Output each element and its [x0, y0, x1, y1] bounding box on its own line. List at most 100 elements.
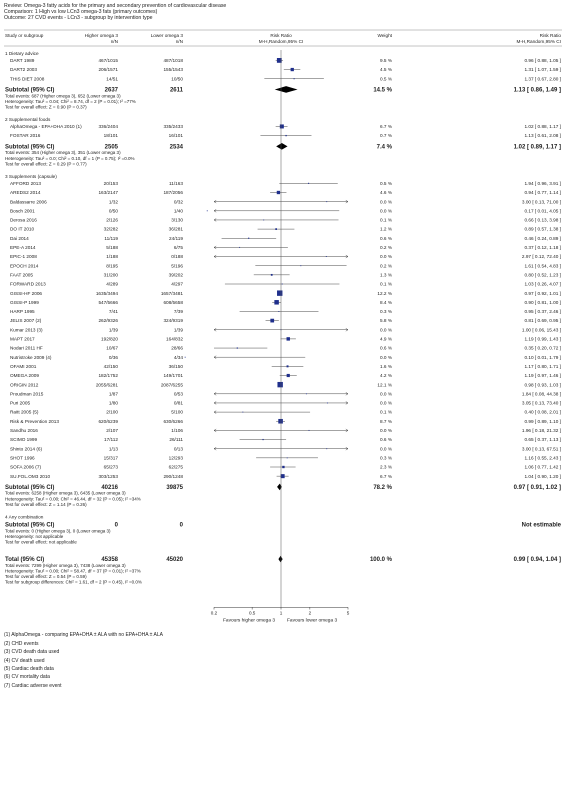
subgroup-note: Total events: 687 (Higher omega 3), 652 … — [5, 93, 121, 98]
point-estimate — [279, 124, 284, 129]
study-low: 36/281 — [169, 227, 184, 232]
study-high: 14/51 — [106, 76, 118, 81]
study-weight: 2.3 % — [380, 465, 392, 470]
study-weight: 0.3 % — [380, 309, 392, 314]
subgroup-title: 3 Supplements (capsule) — [5, 174, 57, 179]
study-low: 4/34 — [174, 355, 184, 360]
study-name: SCIMO 1999 — [10, 437, 37, 442]
review-header: Review: Omega-3 fatty acids for the prim… — [4, 3, 226, 22]
col-plot-sub: M-H,Random,95% CI — [259, 39, 304, 44]
study-low: 24/119 — [169, 236, 183, 241]
study-weight: 0.6 % — [380, 236, 392, 241]
study-low: 1/40 — [174, 208, 184, 213]
study-name: FAAT 2005 — [10, 272, 33, 277]
outcome-title: Outcome: 27 CVD events - LCn3 - subgroup… — [4, 15, 153, 22]
point-estimate — [278, 311, 280, 312]
footnote: (4) CV death used — [4, 657, 45, 664]
point-estimate — [305, 393, 307, 395]
study-high: 547/5666 — [98, 300, 118, 305]
x-tick-label: 0.5 — [249, 610, 256, 615]
study-rr: 2.97 [ 0.12, 72.40 ] — [522, 254, 561, 259]
favours-right-label: Favours lower omega 3 — [287, 617, 337, 623]
study-rr: 1.13 [ 0.61, 2.08 ] — [525, 133, 562, 138]
point-estimate — [206, 210, 208, 212]
study-low: 2087/6255 — [161, 382, 184, 387]
study-high: 303/1253 — [98, 474, 118, 479]
study-low: 6/75 — [174, 245, 184, 250]
study-low: 5/100 — [171, 410, 183, 415]
subtotal-high: 2637 — [105, 87, 119, 93]
subtotal-weight: 7.4 % — [377, 144, 393, 150]
study-name: MAPT 2017 — [10, 337, 35, 342]
ci-arrow-left — [213, 410, 217, 414]
study-name: Dai 2014 — [10, 236, 29, 241]
study-high: 42/150 — [104, 364, 119, 369]
study-low: 155/1543 — [163, 67, 183, 72]
favours-left-label: Favours higher omega 3 — [223, 617, 275, 623]
point-estimate — [263, 219, 265, 221]
point-estimate — [262, 438, 264, 441]
total-note: Heterogeneity: Tau² = 0.00; Chi² = 58.47… — [5, 569, 141, 574]
x-tick-label: 2 — [309, 610, 312, 615]
study-rr: 0.81 [ 0.69, 0.95 ] — [525, 318, 562, 323]
study-high: 2/107 — [106, 428, 118, 433]
footnote: (2) CHD events — [4, 640, 39, 647]
col-high-header: Higher omega 3 — [85, 33, 119, 38]
ci-arrow-left — [213, 392, 217, 396]
x-tick-label: 0.2 — [211, 610, 218, 615]
subtotal-rr: 1.13 [ 0.86, 1.49 ] — [514, 87, 561, 93]
study-weight: 0.2 % — [380, 245, 392, 250]
subtotal-label: Subtotal (95% CI) — [5, 87, 54, 93]
study-low: 0/188 — [171, 254, 183, 259]
summary-diamond — [278, 555, 283, 563]
study-high: 1/32 — [109, 199, 119, 204]
col-low-nn: n/N — [176, 39, 183, 44]
subtotal-label: Subtotal (95% CI) — [5, 144, 54, 150]
study-low: 5/196 — [171, 263, 183, 268]
study-high: 17/112 — [104, 437, 118, 442]
study-name: Nodari 2011 HF — [10, 346, 43, 351]
study-name: GISSI-HF 2006 — [10, 291, 42, 296]
study-rr: 0.40 [ 0.08, 2.01 ] — [525, 410, 562, 415]
study-weight: 0.0 % — [380, 208, 392, 213]
point-estimate — [282, 465, 285, 469]
study-name: HARP 1995 — [10, 309, 35, 314]
point-estimate — [281, 283, 283, 285]
study-rr: 0.35 [ 0.20, 0.72 ] — [525, 346, 562, 351]
review-title: Review: Omega-3 fatty acids for the prim… — [4, 3, 227, 9]
point-estimate — [286, 365, 289, 368]
study-high: 11/119 — [104, 236, 118, 241]
study-weight: 0.6 % — [380, 346, 392, 351]
study-low: 10/50 — [171, 76, 183, 81]
study-name: Bosch 2001 — [10, 208, 35, 213]
study-weight: 12.1 % — [377, 382, 392, 387]
study-weight: 9.5 % — [380, 58, 392, 63]
study-weight: 6.7 % — [380, 474, 392, 479]
point-estimate — [278, 418, 283, 424]
study-name: OFAMI 2001 — [10, 364, 37, 369]
point-estimate — [326, 402, 328, 404]
study-name: AlphaOmega - EPA+DHA 2010 (1) — [10, 124, 82, 129]
point-estimate — [239, 246, 241, 248]
study-high: 1/87 — [109, 391, 119, 396]
summary-diamond — [276, 143, 288, 150]
subgroup-title: 1 Dietary advice — [5, 51, 39, 56]
study-weight: 0.1 % — [380, 282, 392, 287]
ci-arrow-left — [213, 209, 217, 213]
study-rr: 3.00 [ 0.13, 67.51 ] — [522, 446, 561, 451]
study-weight: 0.1 % — [380, 218, 392, 223]
study-rr: 1.06 [ 0.77, 1.42 ] — [525, 465, 562, 470]
study-weight: 0.6 % — [380, 437, 392, 442]
study-low: 164/832 — [166, 337, 183, 342]
point-estimate — [285, 134, 287, 137]
study-low: 0/53 — [174, 391, 184, 396]
study-rr: 1.03 [ 0.26, 4.07 ] — [525, 282, 562, 287]
total-low: 45020 — [166, 557, 183, 563]
study-weight: 4.5 % — [380, 67, 392, 72]
study-rr: 3.00 [ 0.13, 71.00 ] — [522, 199, 561, 204]
study-high: 5/188 — [106, 245, 118, 250]
study-rr: 0.80 [ 0.52, 1.23 ] — [525, 272, 562, 277]
study-low: 39/202 — [169, 272, 184, 277]
study-high: 336/2404 — [98, 124, 118, 129]
study-weight: 4.2 % — [380, 373, 392, 378]
